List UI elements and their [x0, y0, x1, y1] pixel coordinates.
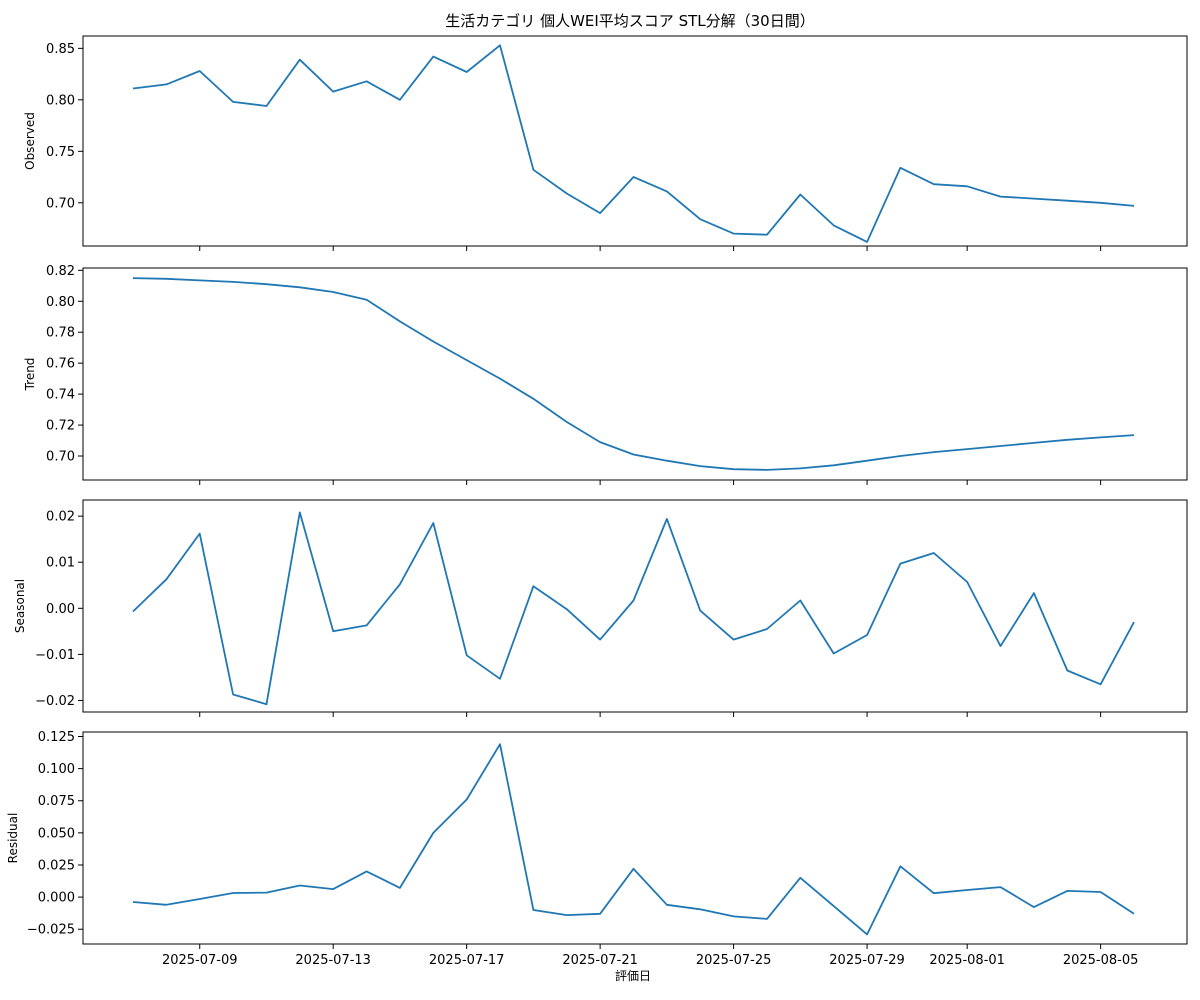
y-tick-label: 0.02 — [46, 510, 75, 525]
y-tick-label: 0.100 — [38, 762, 75, 777]
y-tick-label: 0.00 — [46, 602, 75, 617]
panel-frame — [82, 499, 1188, 713]
y-tick-label: 0.125 — [38, 730, 75, 745]
x-tick-label: 2025-08-01 — [929, 953, 1005, 968]
y-tick-label: 0.76 — [46, 357, 75, 372]
x-tick-label: 2025-07-21 — [562, 953, 638, 968]
x-tick-label: 2025-07-13 — [295, 953, 371, 968]
x-tick-label: 2025-07-29 — [829, 953, 905, 968]
panel-frame — [82, 731, 1188, 945]
panel-observed: 0.70 0.75 0.80 0.85 Observed — [23, 35, 1188, 251]
y-tick-label: 0.025 — [38, 858, 75, 873]
y-axis-label: Residual — [6, 813, 20, 864]
series-line-seasonal — [132, 511, 1135, 706]
y-tick-label: 0.000 — [38, 891, 75, 906]
y-tick-label: 0.075 — [38, 794, 75, 809]
x-tick-label: 2025-08-05 — [1063, 953, 1139, 968]
panels: 0.70 0.75 0.80 0.85 Observed 0.70 0.72 0.74 0.76… — [6, 35, 1188, 968]
y-tick-label: −0.01 — [35, 648, 75, 663]
y-axis-label: Trend — [23, 358, 37, 392]
x-axis-label: 評価日 — [615, 968, 651, 983]
y-tick-label: 0.75 — [46, 145, 75, 160]
y-tick-label: 0.050 — [38, 826, 75, 841]
panel-trend: 0.70 0.72 0.74 0.76 0.78 0.80 0.82 Trend — [23, 264, 1188, 485]
panel-seasonal: −0.02 −0.01 0.00 0.01 0.02 Seasonal — [13, 499, 1188, 717]
y-tick-label: 0.01 — [46, 556, 75, 571]
y-tick-label: 0.74 — [46, 388, 75, 403]
panel-frame — [82, 267, 1188, 481]
y-tick-label: 0.80 — [46, 93, 75, 108]
series-line-residual — [132, 743, 1135, 936]
y-axis-label: Observed — [23, 112, 37, 170]
x-tick-label: 2025-07-25 — [696, 953, 772, 968]
series-line-trend — [132, 277, 1135, 471]
y-tick-label: 0.85 — [46, 42, 75, 57]
y-tick-label: 0.78 — [46, 326, 75, 341]
y-tick-label: −0.02 — [35, 694, 75, 709]
y-tick-label: 0.82 — [46, 264, 75, 279]
x-tick-label: 2025-07-17 — [429, 953, 505, 968]
series-line-observed — [132, 44, 1135, 243]
y-tick-label: 0.70 — [46, 196, 75, 211]
chart-title: 生活カテゴリ 個人WEI平均スコア STL分解（30日間） — [445, 12, 814, 30]
panel-residual: −0.025 0.000 0.025 0.050 0.075 0.100 0.125 2025… — [6, 730, 1188, 968]
y-tick-label: 0.70 — [46, 450, 75, 465]
y-tick-label: 0.72 — [46, 419, 75, 434]
y-axis-label: Seasonal — [13, 579, 27, 633]
y-tick-label: 0.80 — [46, 295, 75, 310]
y-tick-label: −0.025 — [27, 923, 75, 938]
panel-frame — [82, 35, 1188, 247]
x-tick-label: 2025-07-09 — [162, 953, 238, 968]
